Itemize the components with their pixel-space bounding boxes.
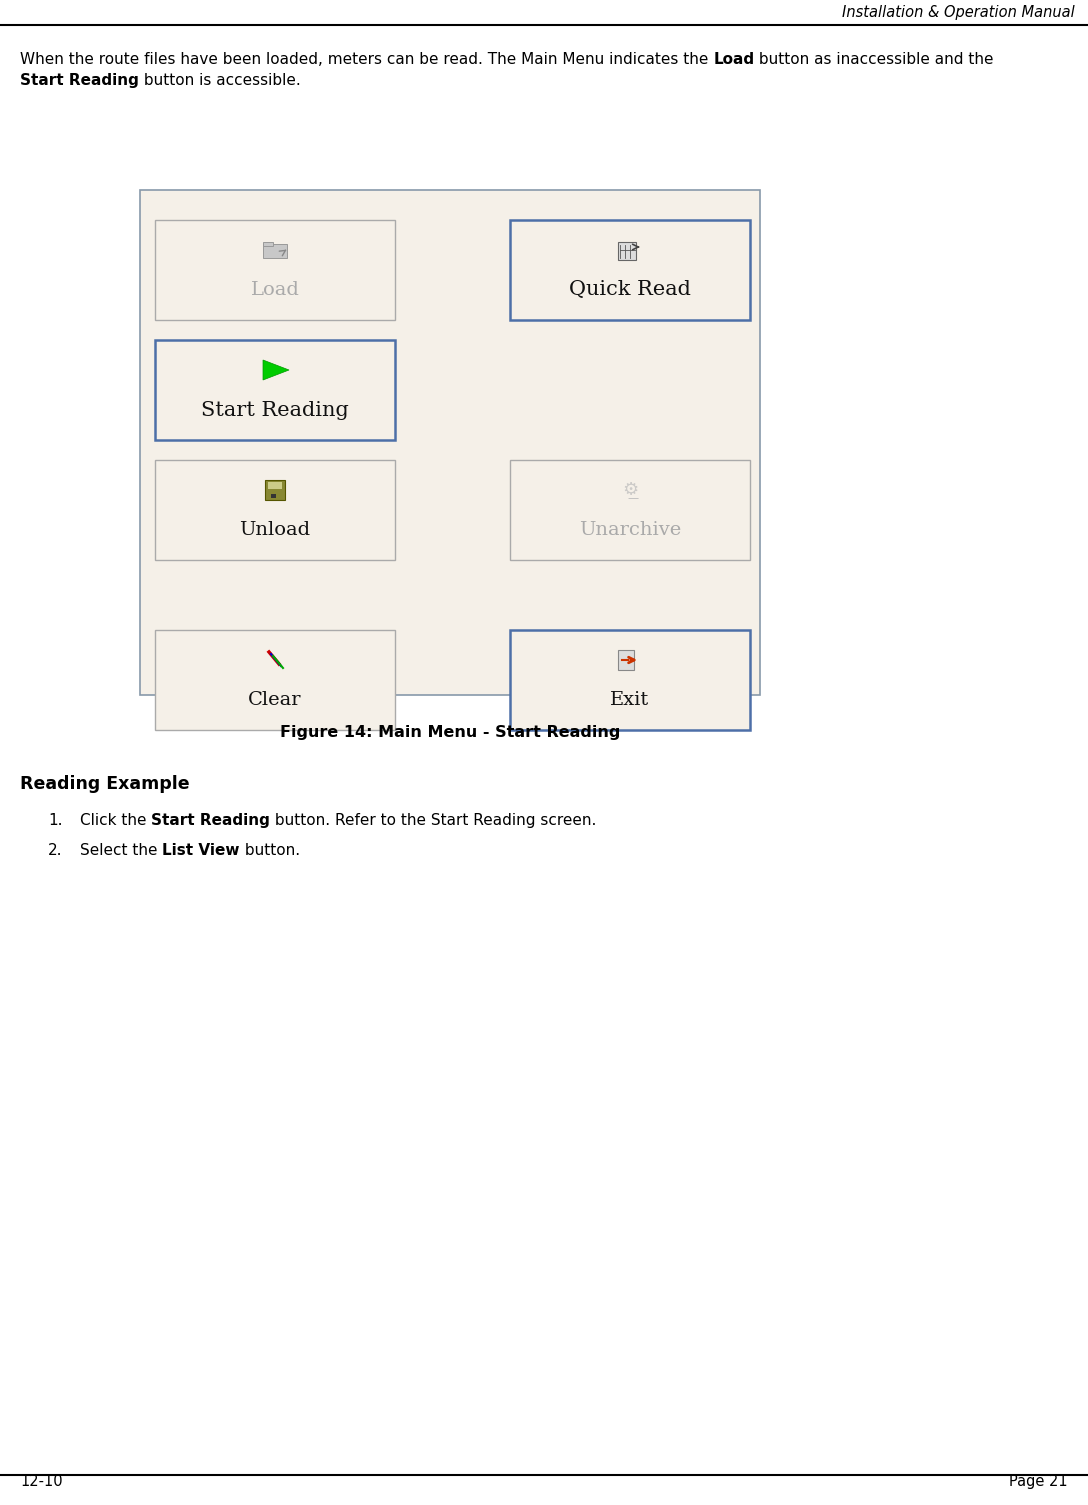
FancyBboxPatch shape: [510, 220, 750, 321]
Text: Select the: Select the: [81, 843, 162, 858]
Text: 2.: 2.: [48, 843, 62, 858]
Text: ⚙: ⚙: [622, 482, 638, 500]
Text: button as inaccessible and the: button as inaccessible and the: [754, 53, 993, 68]
Text: Start Reading: Start Reading: [201, 400, 349, 420]
Text: button is accessible.: button is accessible.: [139, 74, 300, 87]
Text: Click the: Click the: [81, 813, 151, 828]
FancyBboxPatch shape: [154, 340, 395, 439]
Text: Unarchive: Unarchive: [579, 521, 681, 539]
FancyBboxPatch shape: [510, 631, 750, 730]
Text: button.: button.: [239, 843, 300, 858]
FancyBboxPatch shape: [154, 220, 395, 321]
Text: Reading Example: Reading Example: [20, 775, 189, 793]
FancyBboxPatch shape: [265, 480, 285, 500]
Text: Quick Read: Quick Read: [569, 280, 691, 299]
Text: Figure 14: Main Menu - Start Reading: Figure 14: Main Menu - Start Reading: [280, 725, 620, 740]
Polygon shape: [263, 360, 289, 379]
Text: Load: Load: [714, 53, 754, 68]
FancyBboxPatch shape: [154, 631, 395, 730]
Text: Clear: Clear: [248, 691, 301, 709]
FancyBboxPatch shape: [618, 650, 634, 670]
Text: Load: Load: [250, 281, 299, 299]
Text: When the route files have been loaded, meters can be read. The Main Menu indicat: When the route files have been loaded, m…: [20, 53, 714, 68]
Text: List View: List View: [162, 843, 239, 858]
FancyBboxPatch shape: [268, 482, 282, 489]
Text: —: —: [628, 494, 639, 503]
FancyBboxPatch shape: [510, 461, 750, 560]
Text: Start Reading: Start Reading: [151, 813, 270, 828]
Text: 12-10: 12-10: [20, 1473, 63, 1488]
Text: Exit: Exit: [610, 691, 650, 709]
Text: Installation & Operation Manual: Installation & Operation Manual: [842, 6, 1075, 21]
Text: button. Refer to the Start Reading screen.: button. Refer to the Start Reading scree…: [270, 813, 596, 828]
FancyBboxPatch shape: [618, 242, 636, 260]
FancyBboxPatch shape: [263, 242, 273, 245]
Text: Start Reading: Start Reading: [20, 74, 139, 87]
FancyBboxPatch shape: [263, 244, 287, 257]
FancyBboxPatch shape: [154, 461, 395, 560]
Text: Unload: Unload: [239, 521, 310, 539]
Text: Page 21: Page 21: [1010, 1473, 1068, 1488]
Text: 1.: 1.: [48, 813, 62, 828]
FancyBboxPatch shape: [271, 494, 276, 498]
FancyBboxPatch shape: [140, 190, 761, 695]
